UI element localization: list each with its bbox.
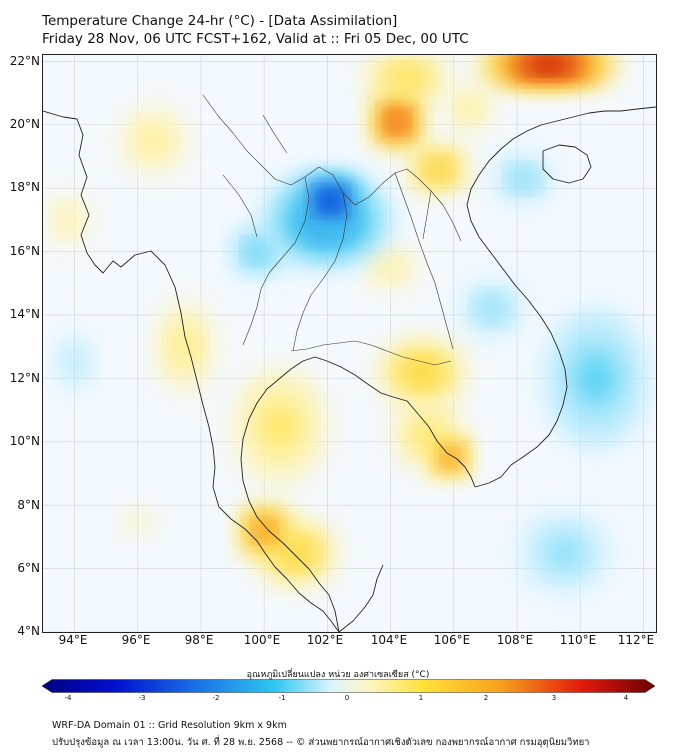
lat-label: 6°N (17, 561, 40, 575)
coastline-hainan (542, 144, 592, 184)
lon-label: 94°E (58, 633, 88, 647)
temperature-anomaly (575, 349, 617, 407)
temperature-anomaly (527, 57, 570, 72)
temperature-anomaly (460, 99, 480, 119)
title-line-1: Temperature Change 24-hr (°C) - [Data As… (42, 13, 398, 29)
lat-label: 10°N (9, 434, 40, 448)
coastline-sumatra-malaysia (338, 564, 384, 632)
temperature-anomaly (407, 360, 438, 384)
temperature-anomaly (139, 126, 168, 155)
lat-label: 4°N (17, 624, 40, 638)
temperature-anomaly (256, 522, 272, 539)
lon-label: 110°E (559, 633, 597, 647)
temperature-anomaly (428, 161, 448, 177)
coastline-vietnam (466, 106, 656, 488)
temperature-change-map[interactable] (42, 54, 657, 633)
lat-label: 22°N (9, 54, 40, 68)
title-line-2: Friday 28 Nov, 06 UTC FCST+162, Valid at… (42, 31, 469, 47)
coastline-layer (43, 94, 656, 632)
temperature-anomaly (389, 113, 405, 130)
lat-label: 8°N (17, 498, 40, 512)
temperature-anomaly (545, 535, 584, 570)
temperature-anomaly (444, 451, 457, 464)
border-lines (202, 94, 462, 366)
temperature-anomaly (479, 297, 505, 321)
temperature-anomaly (60, 338, 89, 387)
colorbar-tick: -4 (64, 694, 72, 702)
lon-label: 104°E (370, 633, 408, 647)
temperature-field (45, 55, 647, 595)
temperature-anomaly (261, 402, 299, 450)
temperature-anomaly (123, 509, 153, 533)
colorbar-tick: -1 (278, 694, 286, 702)
colorbar-tick: 1 (418, 694, 424, 702)
colorbar-title: อุณหภูมิเปลี่ยนแปลง หน่วย องศาเซลเซียส (… (246, 670, 430, 680)
map-title: Temperature Change 24-hr (°C) - [Data As… (42, 12, 469, 48)
lat-label: 14°N (9, 307, 40, 321)
colorbar (42, 679, 655, 693)
footer-line-1: WRF-DA Domain 01 :: Grid Resolution 9km … (52, 720, 287, 731)
footer-line-2: ปรับปรุงข้อมูล ณ เวลา 13:00น. วัน ศ. ที่… (52, 737, 590, 748)
colorbar-tick: 0 (344, 694, 350, 702)
lat-label: 20°N (9, 117, 40, 131)
temperature-anomaly (172, 327, 198, 366)
temperature-anomaly (248, 243, 268, 261)
temperature-anomaly (391, 68, 422, 86)
temperature-anomaly (379, 257, 402, 277)
temperature-anomaly (322, 194, 339, 208)
lon-label: 108°E (496, 633, 534, 647)
temperature-anomaly (511, 169, 535, 189)
lon-label: 102°E (306, 633, 344, 647)
lon-label: 106°E (433, 633, 471, 647)
coastline-mainland (43, 110, 340, 632)
lat-label: 18°N (9, 180, 40, 194)
colorbar-tick: -3 (138, 694, 146, 702)
temperature-anomaly (281, 541, 311, 565)
coastline-gulf-of-thailand (240, 356, 476, 632)
lon-label: 112°E (617, 633, 655, 647)
map-canvas (43, 55, 656, 632)
colorbar-gradient (42, 679, 655, 693)
colorbar-tick: 2 (483, 694, 489, 702)
lon-label: 100°E (243, 633, 281, 647)
temperature-anomaly (414, 421, 443, 450)
temperature-anomaly (58, 208, 78, 232)
lon-label: 96°E (121, 633, 151, 647)
lat-label: 16°N (9, 244, 40, 258)
colorbar-tick: -2 (212, 694, 220, 702)
colorbar-tick: 3 (551, 694, 557, 702)
lat-label: 12°N (9, 371, 40, 385)
lon-label: 98°E (184, 633, 214, 647)
colorbar-tick: 4 (623, 694, 629, 702)
